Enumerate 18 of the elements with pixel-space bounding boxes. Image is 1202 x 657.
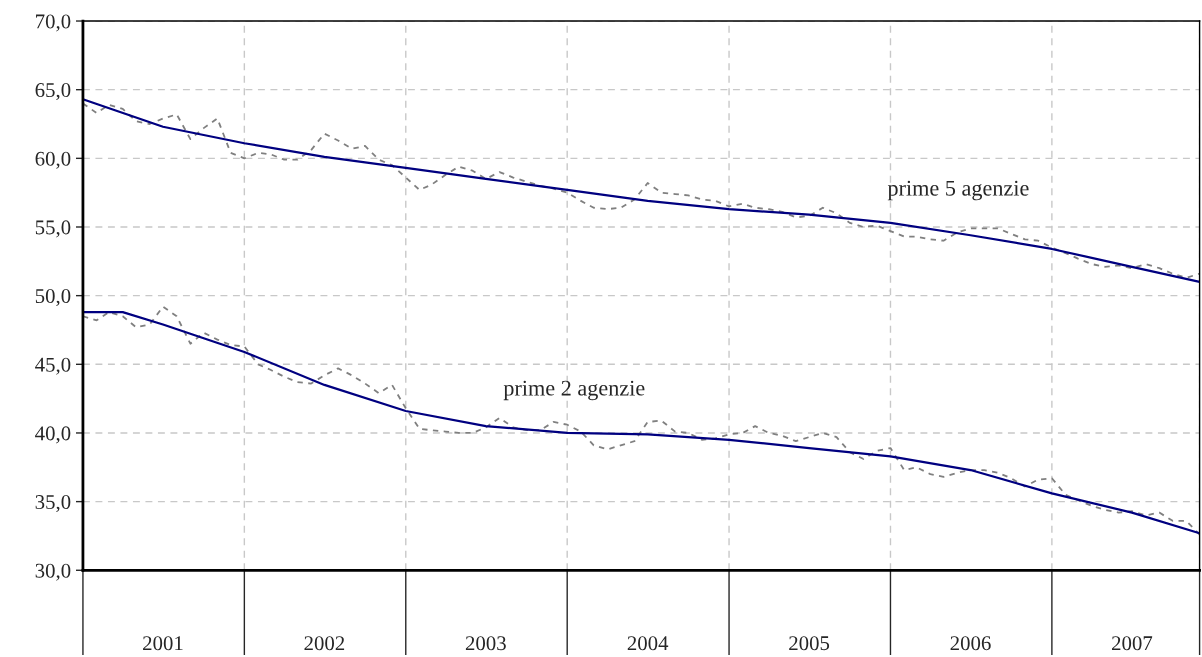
- y-tick-label: 40,0: [35, 426, 71, 444]
- y-tick-label: 35,0: [35, 494, 71, 513]
- x-tick-label: 2006: [950, 636, 991, 651]
- x-tick-label: 2002: [304, 636, 345, 651]
- y-tick-label: 70,0: [36, 14, 71, 32]
- y-tick-label: 30,0: [35, 563, 71, 581]
- annotation: prime 5 agenzie: [887, 180, 1029, 201]
- y-tick-label: 65,0: [35, 83, 71, 101]
- x-tick-label: 2001: [143, 636, 183, 651]
- y-tick-label: 60,0: [35, 151, 71, 169]
- y-tick-label: 50,0: [35, 289, 71, 307]
- y-tick-label: 55,0: [35, 220, 71, 238]
- annotation: prime 2 agenzie: [503, 380, 645, 401]
- x-tick-label: 2003: [465, 636, 506, 651]
- x-tick-label: 2004: [627, 636, 669, 651]
- x-tick-label: 2005: [789, 636, 830, 651]
- x-tick-label: 2007: [1112, 636, 1153, 651]
- y-tick-label: 45,0: [35, 357, 71, 375]
